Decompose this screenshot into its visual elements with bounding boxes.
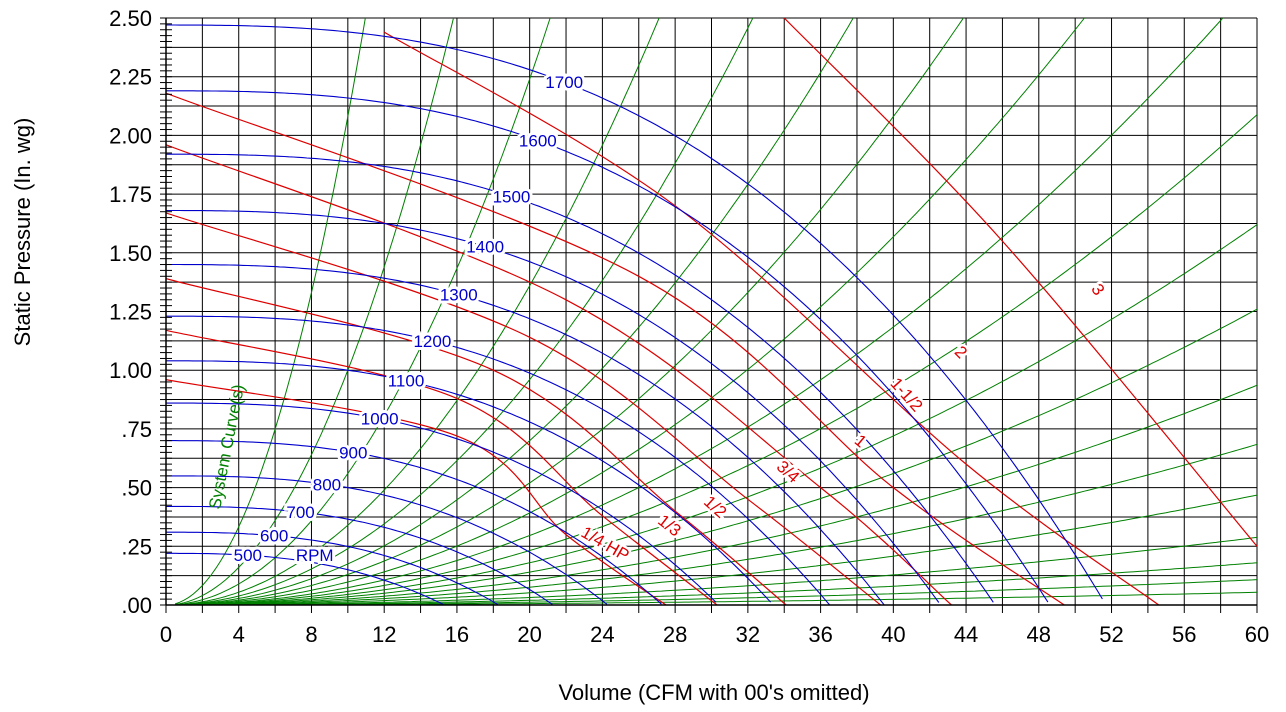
rpm-curve bbox=[166, 360, 772, 603]
system-curve bbox=[175, 18, 455, 605]
rpm-curve bbox=[166, 475, 608, 605]
rpm-curve-label: 1400 bbox=[466, 238, 504, 257]
hp-curve bbox=[783, 18, 1257, 547]
rpm-curve-label: 1200 bbox=[413, 332, 451, 351]
system-curve bbox=[175, 18, 1086, 605]
x-tick-label: 24 bbox=[590, 622, 614, 647]
y-axis-label: Static Pressure (In. wg) bbox=[10, 118, 35, 347]
x-tick-label: 12 bbox=[372, 622, 396, 647]
x-tick-label: 20 bbox=[517, 622, 541, 647]
rpm-curve bbox=[166, 24, 1103, 600]
system-curve bbox=[175, 443, 1257, 605]
rpm-curves bbox=[166, 24, 1103, 605]
rpm-curve-label: 900 bbox=[339, 443, 367, 462]
y-tick-label: .75 bbox=[121, 417, 152, 442]
y-tick-label: 1.25 bbox=[109, 300, 152, 325]
hp-curve-label: 3/4 bbox=[773, 457, 803, 487]
y-tick-label: .25 bbox=[121, 534, 152, 559]
hp-curve bbox=[166, 329, 718, 605]
hp-curve bbox=[166, 144, 952, 605]
y-tick-label: .00 bbox=[121, 593, 152, 618]
hp-curve-label: 2 bbox=[951, 342, 971, 362]
x-tick-label: 52 bbox=[1099, 622, 1123, 647]
hp-curve bbox=[166, 212, 881, 605]
rpm-curve bbox=[166, 402, 717, 603]
system-curve bbox=[175, 18, 1224, 605]
rpm-curve bbox=[166, 440, 662, 605]
hp-curve-label: 3 bbox=[1087, 280, 1108, 299]
x-tick-label: 16 bbox=[445, 622, 469, 647]
y-tick-label: 2.25 bbox=[109, 65, 152, 90]
system-curve bbox=[175, 18, 965, 605]
system-curve bbox=[175, 18, 660, 605]
rpm-curve-label: 1600 bbox=[519, 131, 557, 150]
y-tick-label: 2.00 bbox=[109, 123, 152, 148]
rpm-curve bbox=[166, 531, 499, 605]
x-tick-label: 56 bbox=[1172, 622, 1196, 647]
x-tick-label: 0 bbox=[160, 622, 172, 647]
hp-curve bbox=[383, 31, 1160, 605]
rpm-curve bbox=[166, 90, 1049, 603]
system-curve bbox=[175, 18, 854, 605]
x-tick-label: 48 bbox=[1027, 622, 1051, 647]
x-tick-label: 28 bbox=[663, 622, 687, 647]
y-tick-label: .50 bbox=[121, 476, 152, 501]
hp-curve bbox=[166, 278, 787, 605]
rpm-suffix-label: RPM bbox=[296, 546, 334, 565]
hp-curve-label: 1/2 bbox=[700, 492, 730, 522]
system-curve bbox=[175, 114, 1257, 605]
x-tick-label: 60 bbox=[1245, 622, 1269, 647]
rpm-curve-label: 1000 bbox=[361, 410, 399, 429]
rpm-curve-label: 1700 bbox=[545, 73, 583, 92]
rpm-curve bbox=[166, 209, 940, 603]
x-tick-label: 4 bbox=[233, 622, 245, 647]
system-curve bbox=[175, 308, 1257, 605]
system-curve bbox=[175, 494, 1257, 605]
rpm-curve bbox=[166, 552, 444, 605]
rpm-curve-label: 800 bbox=[313, 475, 341, 494]
x-tick-label: 36 bbox=[808, 622, 832, 647]
y-tick-label: 2.50 bbox=[109, 6, 152, 31]
x-tick-label: 44 bbox=[954, 622, 978, 647]
rpm-curve-label: 700 bbox=[286, 503, 314, 522]
rpm-curve-label: 1100 bbox=[388, 372, 425, 391]
system-curve bbox=[175, 224, 1257, 605]
system-curve bbox=[175, 384, 1257, 605]
y-tick-label: 1.50 bbox=[109, 241, 152, 266]
axes: 0 4 8 12 16 20 24 28 32 36 40 44 48 52 56 60.00.25.50.7… bbox=[109, 6, 1269, 647]
rpm-curve bbox=[166, 315, 831, 605]
hp-curve bbox=[166, 92, 1065, 605]
rpm-curve-label: 500 bbox=[234, 546, 262, 565]
system-curves-label: System Curve(s) bbox=[205, 383, 248, 511]
x-axis-label: Volume (CFM with 00's omitted) bbox=[558, 680, 869, 705]
y-tick-label: 1.00 bbox=[109, 358, 152, 383]
rpm-curve bbox=[166, 505, 553, 605]
x-tick-label: 8 bbox=[305, 622, 317, 647]
x-tick-label: 32 bbox=[736, 622, 760, 647]
system-curve bbox=[175, 18, 754, 605]
rpm-curve bbox=[166, 153, 994, 603]
curve-labels: System Curve(s)1/4 HP 1/31/23/411-1/22350… bbox=[205, 70, 1111, 568]
grid bbox=[165, 17, 1258, 606]
system-curve bbox=[174, 18, 366, 605]
hp-curve bbox=[166, 379, 667, 605]
x-tick-label: 40 bbox=[881, 622, 905, 647]
rpm-curve-label: 1500 bbox=[493, 188, 531, 207]
system-curve bbox=[175, 18, 551, 605]
y-tick-label: 1.75 bbox=[109, 182, 152, 207]
rpm-curve-label: 1300 bbox=[440, 286, 478, 305]
rpm-curve-label: 600 bbox=[260, 527, 288, 546]
rpm-curve bbox=[166, 263, 885, 605]
